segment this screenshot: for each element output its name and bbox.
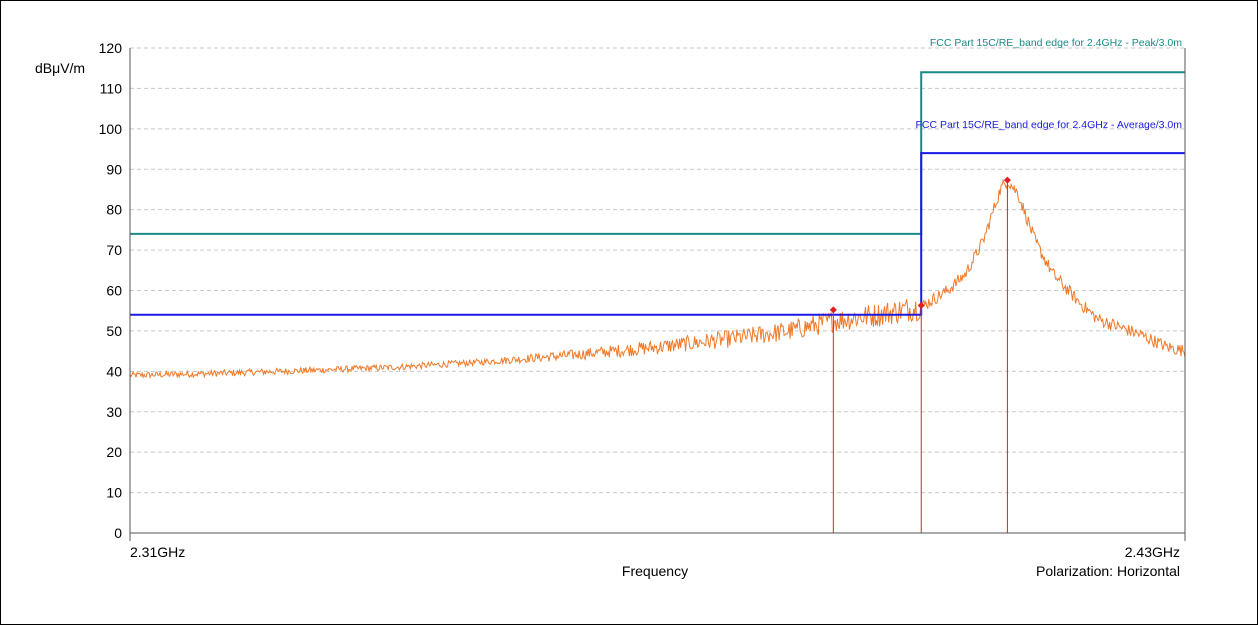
y-tick-label-100: 100	[99, 121, 123, 137]
y-tick-label-40: 40	[106, 363, 122, 379]
grid	[130, 47, 1185, 494]
y-tick-label-0: 0	[114, 525, 122, 541]
trace	[129, 178, 1186, 380]
polarization-annotation: Polarization: Horizontal	[1036, 563, 1180, 579]
x-tick-label-end: 2.43GHz	[1125, 544, 1180, 560]
y-tick-label-10: 10	[106, 485, 122, 501]
average-limit-label: FCC Part 15C/RE_band edge for 2.4GHz - A…	[915, 119, 1182, 131]
y-tick-label-120: 120	[99, 40, 123, 56]
y-tick-label-80: 80	[106, 202, 122, 218]
y-tick-label-110: 110	[100, 80, 123, 96]
y-axis-ticks: 0 10 20 30 40 50 60 70 80 90 100 110 120	[99, 40, 123, 541]
x-tick-label-start: 2.31GHz	[130, 544, 185, 560]
y-tick-label-50: 50	[106, 323, 122, 339]
y-tick-label-20: 20	[106, 444, 122, 460]
limit-lines	[130, 71, 1185, 316]
x-axis-label: Frequency	[622, 563, 688, 579]
y-tick-label-90: 90	[106, 161, 122, 177]
measurement-trace	[129, 178, 1186, 380]
y-tick-label-60: 60	[106, 283, 122, 299]
peak-limit-label: FCC Part 15C/RE_band edge for 2.4GHz - P…	[930, 37, 1182, 49]
y-axis-label: dBμV/m	[35, 60, 85, 76]
markers	[829, 176, 1011, 533]
marker-point-1	[829, 306, 837, 314]
axes	[129, 48, 1186, 541]
y-tick-label-30: 30	[106, 404, 122, 420]
average-limit-line	[130, 152, 1185, 316]
marker-point-3	[1003, 176, 1011, 184]
y-tick-label-70: 70	[106, 242, 122, 258]
marker-point-2	[917, 301, 925, 309]
